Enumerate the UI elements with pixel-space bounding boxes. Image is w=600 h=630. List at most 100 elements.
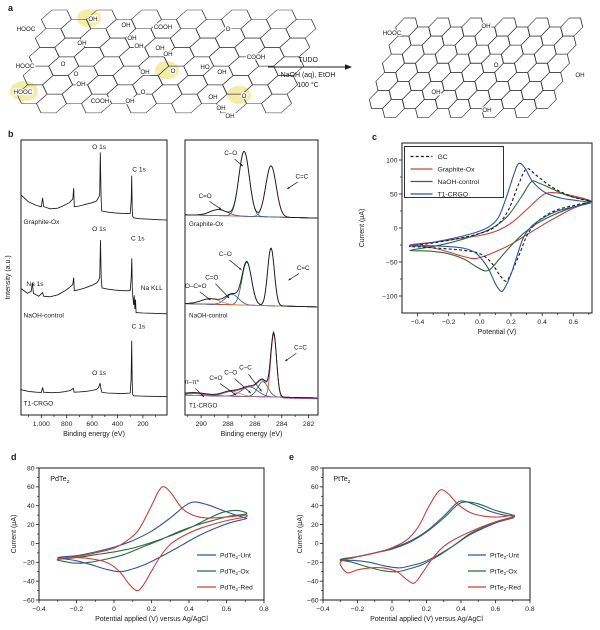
x-tick-label: 0.4	[456, 606, 466, 613]
x-tick-label: 0.2	[506, 319, 516, 326]
hex-ring	[441, 71, 465, 91]
panel-letter-e: e	[289, 452, 294, 462]
reaction-arrowhead	[345, 64, 352, 70]
y-tick-label: 40	[311, 503, 319, 510]
hex-ring	[520, 81, 544, 100]
x-tick-label: 0.0	[475, 319, 485, 326]
legend-label: GC	[438, 154, 448, 161]
x-tick-label: 0.8	[525, 606, 535, 613]
y-tick-label: 20	[27, 522, 35, 529]
hex-ring	[118, 47, 150, 67]
chem-label: OH	[76, 81, 85, 88]
d-x-axis-label: Potential applied (V) versus Ag/AgCl	[95, 616, 208, 623]
hex-ring	[73, 47, 105, 67]
hex-ring	[279, 37, 311, 58]
annotation-arrow	[248, 374, 262, 392]
hex-ring	[500, 44, 524, 64]
xps-annotation: O 1s	[92, 226, 107, 233]
chem-label: OH	[77, 40, 86, 47]
xps-annotation: Graphite-Ox	[24, 219, 61, 226]
hex-ring	[401, 44, 425, 64]
hex-ring	[514, 53, 537, 73]
hex-ring	[183, 56, 215, 76]
hex-ring	[368, 90, 392, 109]
d-legend: PdTe2-Unt PdTe2-Ox PdTe2-Red	[197, 552, 253, 592]
legend-label: Graphite-Ox	[438, 166, 476, 173]
hex-ring	[259, 28, 291, 48]
hex-ring	[34, 28, 66, 48]
panel-chart-d: −0.4 −0.2 0 0.2 0.4 0.6 0.8 80 60 40 20 0 −20 −40 −60 P…	[11, 465, 269, 623]
x-tick-label: 0.4	[184, 606, 194, 613]
y-tick-label: −100	[382, 293, 398, 300]
y-tick-label: −40	[307, 578, 319, 585]
y-tick-label: 50	[390, 191, 398, 198]
x-tick-label: 0.4	[537, 319, 547, 326]
annotation-arrowhead	[226, 295, 230, 299]
hex-ring	[540, 26, 564, 46]
chem-label: OH	[155, 45, 164, 52]
hex-ring	[454, 81, 478, 100]
graphene-oxide-sheet-lattice	[16, 9, 317, 114]
hex-ring	[415, 53, 438, 73]
y-tick-label: −50	[386, 259, 398, 266]
b_c1s-x-axis-label: Binding energy (eV)	[221, 431, 283, 438]
hex-ring	[428, 17, 452, 37]
chem-label: HOOC	[14, 89, 33, 96]
hex-ring	[395, 62, 419, 82]
legend-label: T1-CRGO	[438, 191, 469, 198]
chem-label: OH	[208, 94, 217, 101]
hex-ring	[382, 53, 405, 73]
d-plot-title: PdTe2	[50, 474, 69, 485]
hex-ring	[175, 9, 207, 29]
legend-label: PtTe2-Ox	[490, 568, 518, 576]
e-legend: PtTe2-Unt PtTe2-Ox PtTe2-Red	[468, 552, 521, 592]
xps-survey-curve-T1-CRGO	[20, 340, 168, 398]
hex-ring	[434, 44, 458, 64]
chem-label: OH	[88, 16, 97, 23]
x-tick-label: 200	[137, 421, 149, 428]
panel-letter-b: b	[8, 129, 14, 139]
hex-ring	[375, 71, 399, 91]
x-tick-label: 0.2	[422, 606, 432, 613]
x-tick-label: −0.4	[411, 319, 425, 326]
chem-label: OH	[431, 89, 440, 96]
hex-ring	[388, 81, 412, 100]
d-axes-box	[38, 467, 265, 601]
e-axes-box	[322, 467, 531, 601]
x-tick-label: 288	[222, 421, 234, 428]
fit-label: C–C	[239, 365, 252, 372]
annotation-arrow	[234, 378, 252, 394]
xps-survey-curve-Graphite-Ox	[20, 152, 168, 221]
hex-ring	[474, 71, 498, 91]
chem-label: HOOC	[16, 63, 35, 70]
y-tick-label: 80	[311, 465, 319, 472]
hex-ring	[36, 93, 67, 114]
hex-ring	[408, 71, 432, 91]
hex-ring	[421, 35, 445, 55]
hex-ring	[106, 84, 138, 104]
annotation-arrowhead	[248, 390, 251, 393]
legend-label: PdTe2-Unt	[220, 552, 251, 560]
b_survey-x-axis-label: Binding energy (eV)	[63, 431, 125, 438]
fit-envelope	[185, 330, 318, 399]
hex-ring	[265, 9, 297, 29]
b_c1s-axes-box	[184, 139, 319, 416]
x-tick-label: −0.2	[351, 606, 365, 613]
x-tick-label: 284	[276, 421, 288, 428]
y-tick-label: −40	[23, 578, 35, 585]
fit-label: C–O	[224, 370, 237, 377]
hex-ring	[220, 9, 252, 29]
chem-label: HOOC	[17, 26, 36, 33]
annotation-arrowhead	[285, 358, 288, 362]
x-tick-label: 400	[112, 421, 124, 428]
hex-ring	[428, 62, 452, 82]
hex-ring	[87, 75, 119, 95]
xps-annotation: T1-CRGO	[24, 400, 54, 407]
y-tick-label: 40	[27, 503, 35, 510]
c-x-axis-label: Potential (V)	[478, 329, 517, 336]
panel-letter-c: c	[372, 132, 377, 142]
hex-ring	[189, 37, 221, 58]
chem-label: O	[61, 61, 66, 68]
x-tick-label: −0.4	[32, 606, 46, 613]
hex-ring	[540, 71, 564, 91]
